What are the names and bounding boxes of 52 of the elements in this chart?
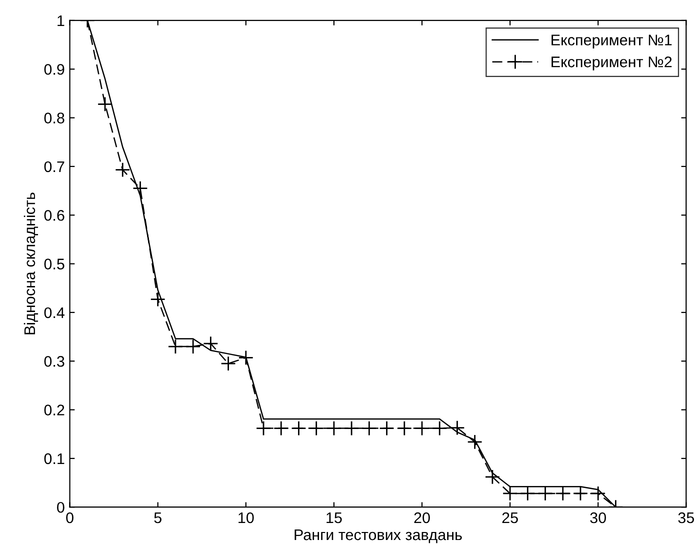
y-tick-label: 0.3	[44, 356, 64, 367]
x-tick-label: 10	[238, 512, 254, 524]
y-tick-label: 0.7	[44, 161, 64, 172]
y-tick-label: 0.2	[44, 404, 64, 416]
point	[150, 292, 166, 307]
point	[362, 420, 377, 436]
point	[590, 486, 606, 502]
point	[308, 420, 324, 436]
point	[396, 420, 412, 436]
point	[484, 469, 500, 485]
y-axis-title: Відносна складність	[24, 192, 38, 334]
y-tick-label: 0.1	[44, 453, 64, 464]
y-tick-label: 1	[58, 15, 64, 26]
point	[432, 420, 448, 436]
point	[414, 420, 430, 436]
x-tick-label: 0	[66, 512, 74, 524]
point	[520, 486, 536, 502]
x-tick-label: 20	[414, 512, 430, 524]
legend-label: Експеримент №1	[552, 34, 672, 48]
point	[132, 180, 148, 196]
y-tick-label: 0.6	[44, 210, 64, 221]
point	[502, 486, 518, 502]
point	[185, 338, 201, 354]
y-tick-label: 0.8	[44, 112, 64, 124]
x-tick-label: 35	[678, 512, 694, 524]
x-tick-label: 25	[502, 512, 518, 524]
point	[238, 350, 254, 366]
y-tick-label: 0.9	[44, 64, 64, 75]
point	[450, 420, 465, 436]
legend-label: Експеримент №2	[552, 56, 672, 70]
y-tick-label: 0.4	[44, 307, 64, 318]
point	[326, 420, 342, 436]
x-tick-label: 30	[590, 512, 606, 524]
point	[467, 434, 482, 450]
x-tick-label: 15	[326, 512, 342, 524]
y-tick-label: 0	[57, 502, 64, 513]
point	[538, 486, 553, 502]
point	[273, 420, 289, 436]
point	[168, 338, 184, 354]
point	[291, 420, 306, 436]
point	[344, 420, 360, 436]
point	[379, 420, 394, 436]
x-tick-label: 5	[154, 512, 162, 524]
point	[555, 486, 571, 502]
point	[572, 486, 588, 502]
point	[256, 420, 272, 436]
y-tick-label: 0.5	[44, 258, 64, 270]
point	[114, 162, 130, 178]
point	[97, 96, 113, 112]
point	[220, 356, 236, 372]
point	[203, 336, 218, 352]
x-axis-title: Ранги тестових завдань	[294, 530, 462, 544]
